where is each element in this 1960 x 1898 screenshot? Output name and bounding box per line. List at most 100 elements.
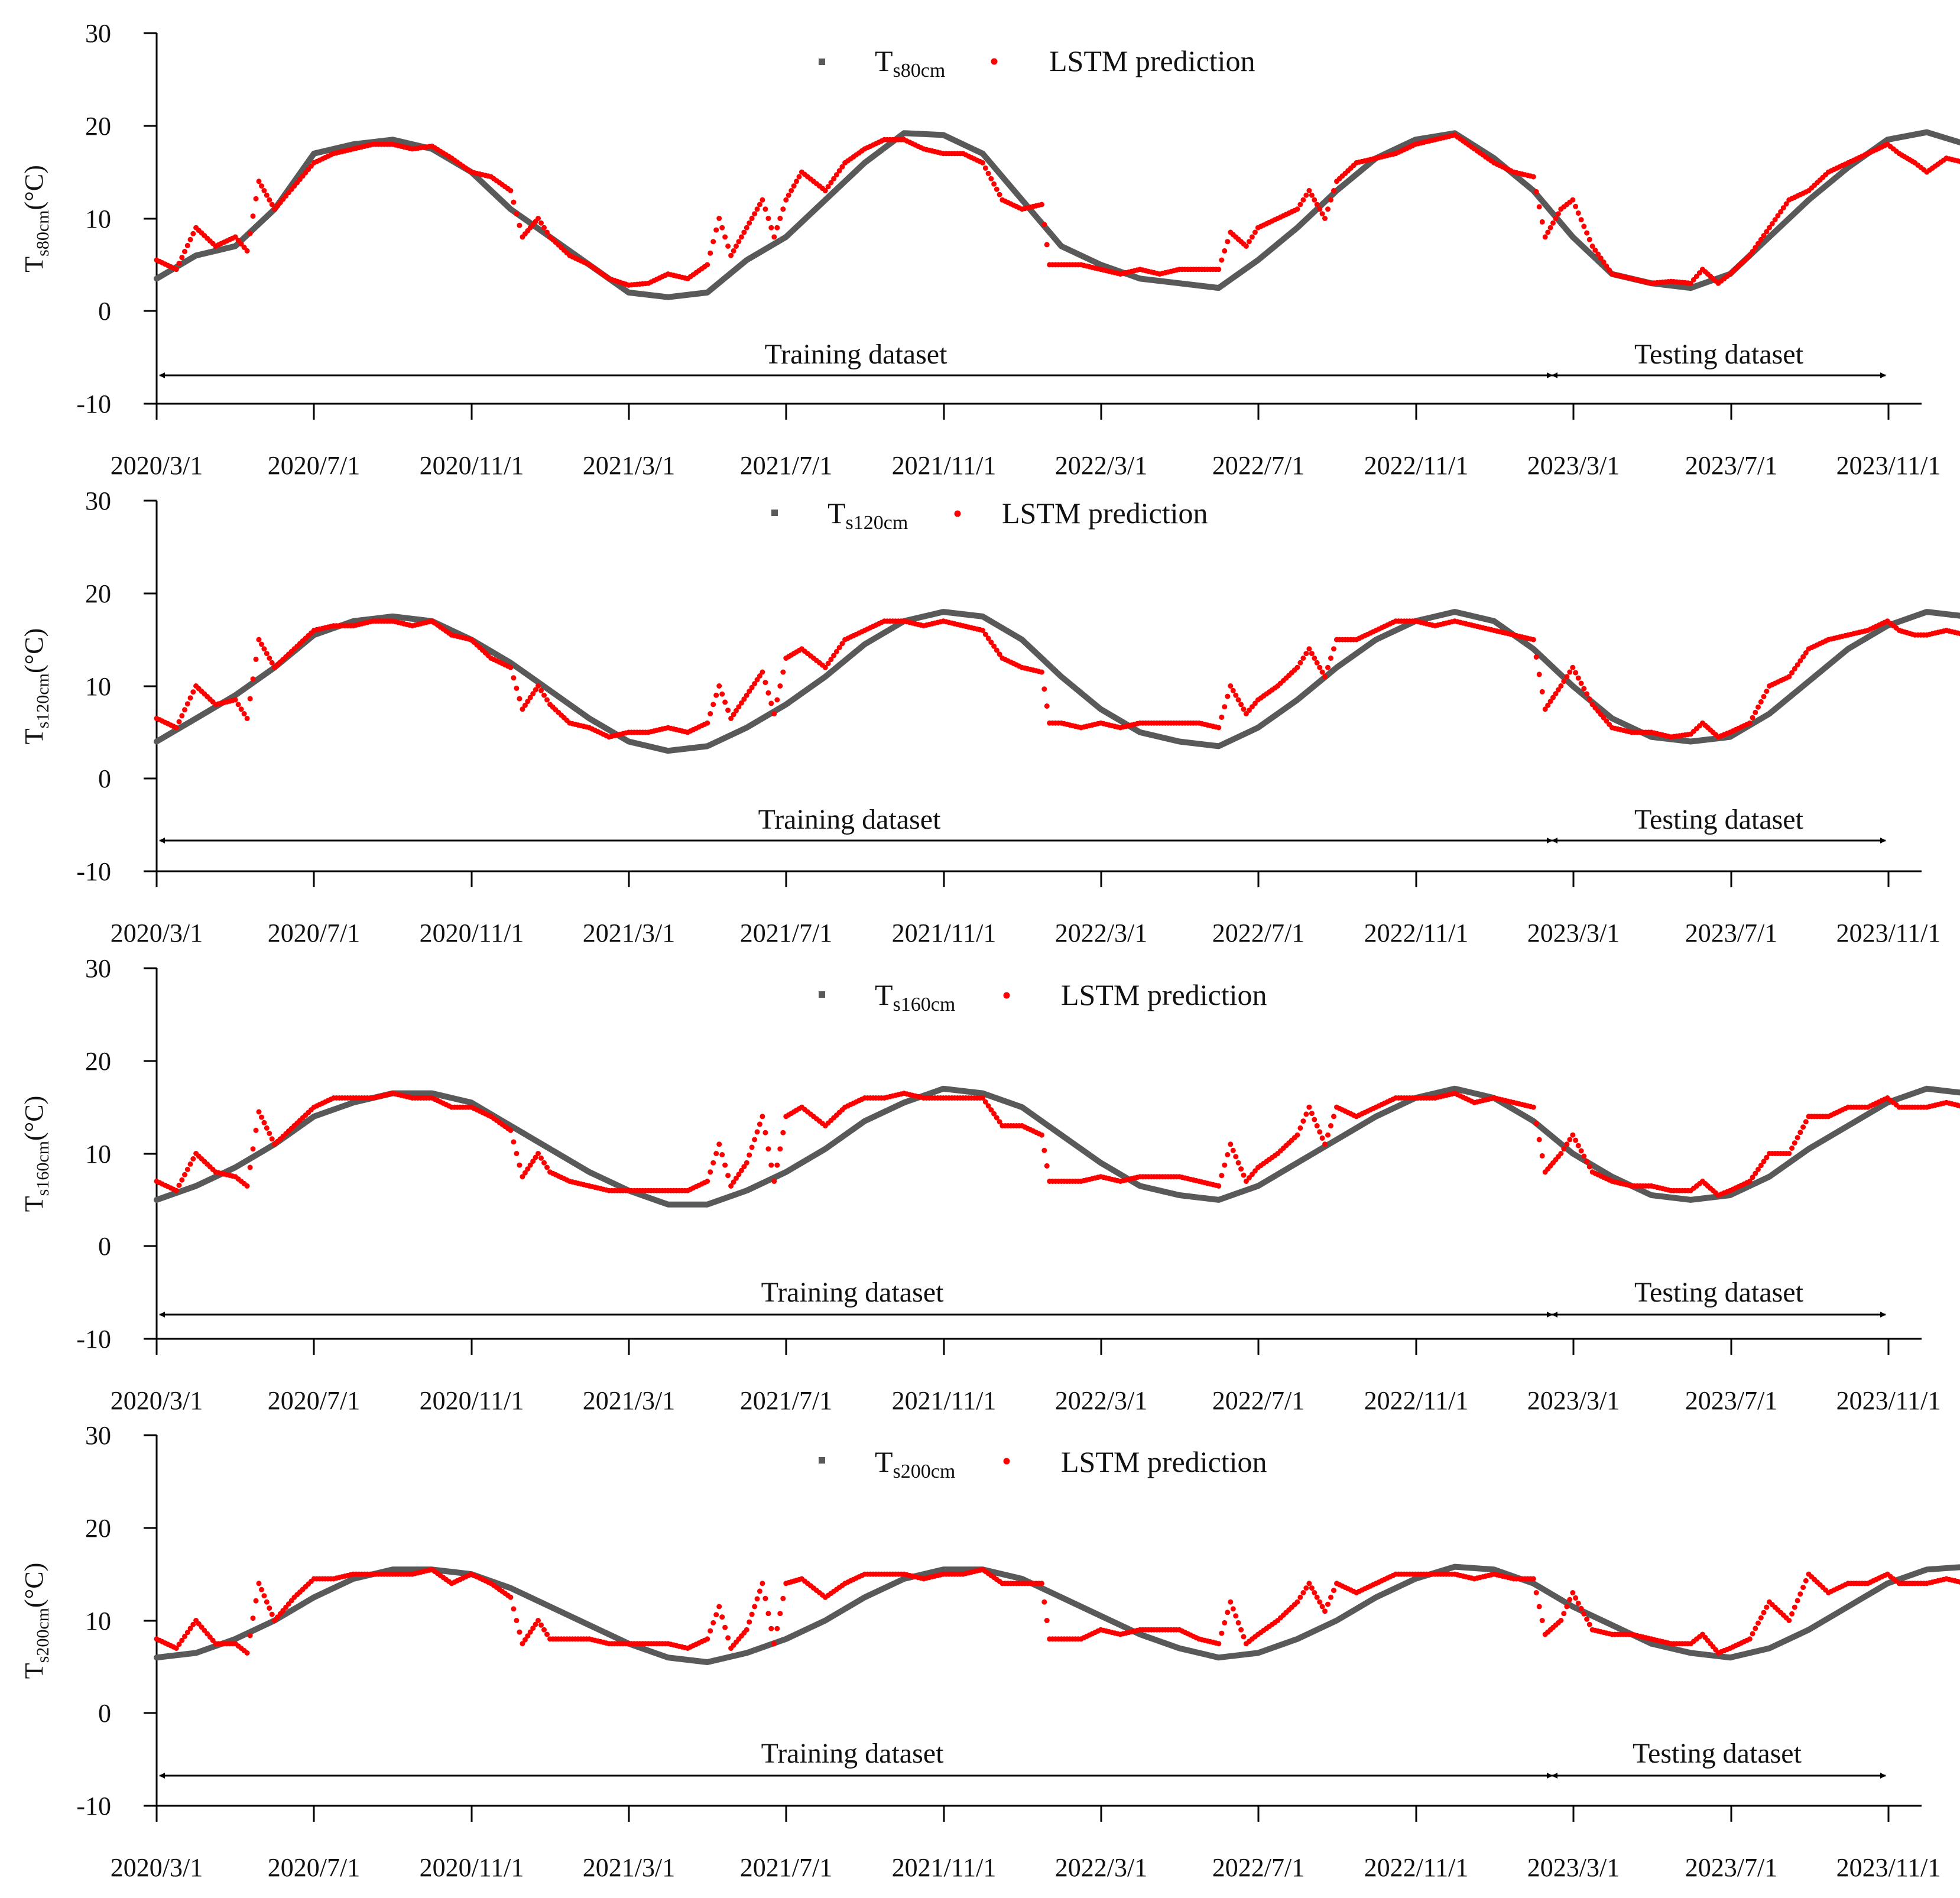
legend-observed-sub: s200cm [893, 1461, 956, 1482]
ylabel-sub: s80cm [33, 210, 53, 257]
prediction-point [822, 188, 828, 193]
prediction-point [1314, 660, 1320, 666]
prediction-point [1589, 244, 1595, 249]
prediction-point [1533, 654, 1539, 660]
prediction-point [980, 1095, 985, 1101]
prediction-point [1303, 1111, 1309, 1117]
prediction-point [1545, 702, 1551, 708]
ylabel-main: T [20, 1196, 48, 1212]
prediction-point [716, 216, 722, 221]
prediction-point [1792, 1604, 1797, 1610]
prediction-point [731, 712, 736, 718]
prediction-point [1792, 666, 1797, 671]
x-tick-label: 2020/7/1 [268, 1853, 360, 1882]
y-axis-label: Ts160cm(°C) [20, 1096, 53, 1212]
prediction-point [1230, 1606, 1236, 1612]
legend-prediction-marker [1003, 992, 1010, 999]
prediction-point [719, 1152, 725, 1157]
prediction-point [760, 1581, 765, 1586]
prediction-point [705, 1179, 710, 1184]
prediction-point [1755, 1620, 1761, 1626]
prediction-point [1233, 1154, 1239, 1160]
prediction-point [1797, 1591, 1803, 1597]
prediction-point [768, 225, 774, 231]
prediction-point [1322, 1608, 1328, 1614]
prediction-point [190, 231, 196, 236]
prediction-point [1230, 687, 1236, 693]
prediction-point [1958, 631, 1960, 637]
legend-observed-marker [771, 510, 778, 516]
panel-200cm: 30 20 10 0 -10 2020/3/1 2020/7/1 2020/11… [20, 1421, 1960, 1882]
prediction-point [1758, 1615, 1764, 1621]
prediction-point [520, 1641, 525, 1647]
y-tick-label: -10 [76, 1325, 111, 1354]
prediction-point [1530, 1104, 1536, 1110]
prediction-point [1564, 1141, 1570, 1147]
prediction-point [1761, 1610, 1767, 1615]
x-tick-label: 2022/11/1 [1364, 1853, 1469, 1882]
prediction-point [520, 1174, 525, 1180]
y-ticks: 30 20 10 0 -10 [76, 19, 157, 418]
prediction-point [250, 676, 256, 682]
prediction-point [1755, 241, 1761, 246]
prediction-point [544, 697, 550, 703]
prediction-point [1039, 1132, 1044, 1138]
prediction-point [1584, 1616, 1590, 1622]
legend-observed-sub: s160cm [893, 994, 956, 1015]
prediction-point [713, 227, 719, 233]
prediction-point [777, 1146, 783, 1152]
legend-observed-marker [819, 59, 825, 65]
prediction-point [1789, 1611, 1795, 1617]
prediction-point [182, 1172, 187, 1177]
prediction-point [710, 239, 716, 245]
prediction-point [544, 1631, 550, 1637]
x-tick-label: 2020/11/1 [420, 1853, 524, 1882]
prediction-point [1755, 704, 1761, 710]
prediction-point [765, 216, 771, 221]
prediction-point [179, 1177, 185, 1183]
prediction-point [190, 1156, 196, 1161]
prediction-point [514, 1618, 520, 1623]
prediction-point [1322, 1141, 1328, 1147]
prediction-point [728, 252, 734, 258]
prediction-point [1297, 1125, 1303, 1131]
legend-observed-main: T [875, 978, 893, 1011]
x-tick-label: 2021/7/1 [740, 1386, 832, 1415]
prediction-point [1558, 1618, 1564, 1623]
prediction-point [991, 181, 997, 187]
prediction-point [1322, 216, 1328, 221]
prediction-point [1041, 222, 1047, 228]
prediction-point [1794, 1598, 1800, 1604]
prediction-point [1584, 1159, 1590, 1164]
ylabel-sub: s160cm [33, 1141, 53, 1196]
dataset-split: Training dataset Testing dataset [159, 339, 1886, 378]
prediction-point [1241, 706, 1247, 712]
prediction-point [1044, 703, 1050, 709]
prediction-point [261, 646, 267, 652]
prediction-point [749, 216, 755, 221]
prediction-point [1322, 674, 1328, 680]
prediction-point [1331, 1114, 1336, 1120]
prediction-point [541, 1627, 547, 1633]
prediction-point [269, 1611, 275, 1617]
prediction-point [757, 1121, 762, 1127]
prediction-point [980, 160, 985, 166]
prediction-point [1550, 220, 1556, 226]
prediction-point [765, 690, 771, 696]
prediction-point [1252, 700, 1258, 706]
prediction-point [1750, 249, 1755, 254]
x-tick-label: 2021/11/1 [892, 919, 997, 948]
prediction-point [238, 706, 244, 712]
prediction-point [771, 234, 777, 240]
prediction-point [253, 656, 259, 662]
prediction-point [710, 1160, 716, 1166]
x-tick-label: 2022/11/1 [1364, 919, 1469, 948]
training-label: Training dataset [761, 1738, 945, 1769]
prediction-point [744, 1627, 749, 1633]
legend: Ts200cm LSTM prediction [819, 1445, 1267, 1482]
prediction-point [713, 1151, 719, 1156]
prediction-point [1328, 197, 1333, 203]
prediction-point [173, 267, 179, 272]
prediction-point [738, 700, 744, 706]
prediction-point [1228, 1141, 1234, 1147]
